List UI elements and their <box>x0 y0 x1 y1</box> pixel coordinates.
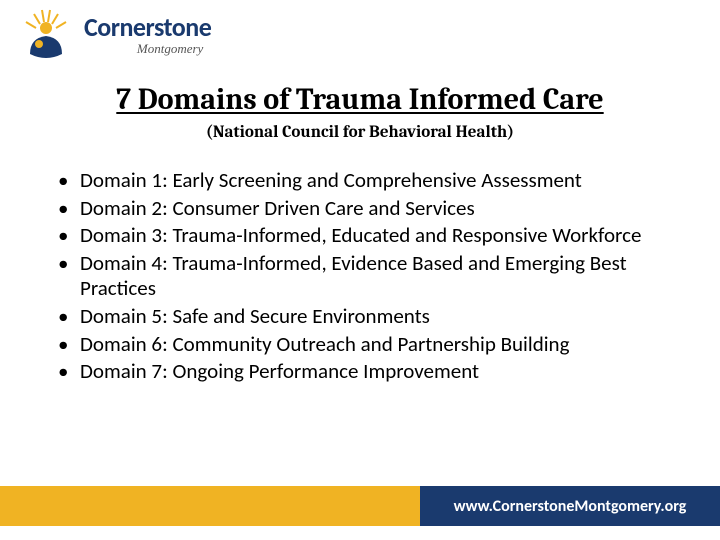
footer-url: www.CornerstoneMontgomery.org <box>454 497 687 516</box>
logo-icon <box>18 8 74 60</box>
list-item: Domain 3: Trauma-Informed, Educated and … <box>58 223 660 249</box>
list-item: Domain 7: Ongoing Performance Improvemen… <box>58 359 660 385</box>
footer-gold-stripe <box>0 486 420 526</box>
main-title: 7 Domains of Trauma Informed Care <box>40 82 680 117</box>
list-item: Domain 2: Consumer Driven Care and Servi… <box>58 196 660 222</box>
title-block: 7 Domains of Trauma Informed Care (Natio… <box>0 82 720 142</box>
logo-text: Cornerstone Montgomery <box>84 14 211 55</box>
brand-sub: Montgomery <box>84 42 203 55</box>
footer-bar: www.CornerstoneMontgomery.org <box>0 486 720 526</box>
subtitle: (National Council for Behavioral Health) <box>40 123 680 142</box>
list-item: Domain 6: Community Outreach and Partner… <box>58 332 660 358</box>
list-item: Domain 4: Trauma-Informed, Evidence Base… <box>58 251 660 302</box>
brand-name: Cornerstone <box>84 14 211 40</box>
logo-area: Cornerstone Montgomery <box>18 8 211 60</box>
list-item: Domain 1: Early Screening and Comprehens… <box>58 168 660 194</box>
bullet-list: Domain 1: Early Screening and Comprehens… <box>58 168 660 387</box>
list-item: Domain 5: Safe and Secure Environments <box>58 304 660 330</box>
footer-blue-panel: www.CornerstoneMontgomery.org <box>420 486 720 526</box>
